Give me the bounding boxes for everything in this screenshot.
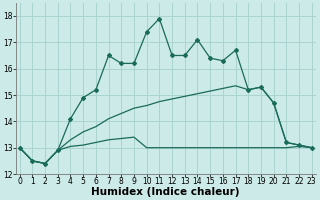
X-axis label: Humidex (Indice chaleur): Humidex (Indice chaleur) [92,187,240,197]
